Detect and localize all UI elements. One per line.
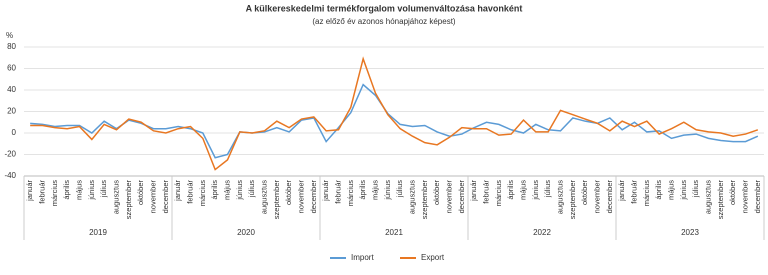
x-tick-label: december bbox=[309, 180, 318, 214]
y-tick-label: 40 bbox=[7, 85, 16, 94]
year-label: 2023 bbox=[681, 228, 699, 237]
x-tick-label: október bbox=[136, 180, 145, 206]
x-tick-label: március bbox=[198, 180, 207, 207]
series-line bbox=[30, 56, 759, 171]
x-tick-label: február bbox=[185, 179, 194, 203]
x-tick-label: június bbox=[531, 180, 540, 201]
x-tick-label: január bbox=[321, 180, 330, 202]
x-tick-label: május bbox=[370, 180, 379, 200]
y-tick-label: 20 bbox=[7, 107, 16, 116]
x-tick-label: február bbox=[629, 179, 638, 203]
x-tick-label: augusztus bbox=[259, 180, 268, 214]
x-tick-label: június bbox=[679, 180, 688, 201]
x-tick-label: szeptember bbox=[420, 180, 429, 220]
x-tick-label: december bbox=[605, 180, 614, 214]
x-tick-label: november bbox=[148, 180, 157, 214]
x-tick-label: július bbox=[247, 180, 256, 198]
chart-title: A külkereskedelmi termékforgalom volumen… bbox=[246, 3, 523, 13]
x-tick-label: május bbox=[222, 180, 231, 200]
x-tick-label: december bbox=[161, 180, 170, 214]
y-tick-label: 0 bbox=[12, 128, 17, 137]
x-tick-label: október bbox=[728, 180, 737, 206]
x-tick-label: november bbox=[592, 180, 601, 214]
x-tick-label: szeptember bbox=[272, 180, 281, 220]
x-tick-label: november bbox=[296, 180, 305, 214]
y-tick-label: 60 bbox=[7, 64, 16, 73]
x-tick-label: július bbox=[395, 180, 404, 198]
x-tick-label: szeptember bbox=[124, 180, 133, 220]
x-tick-label: november bbox=[444, 180, 453, 214]
x-tick-label: április bbox=[62, 180, 71, 200]
legend-label: Export bbox=[421, 253, 445, 262]
x-tick-label: február bbox=[333, 179, 342, 203]
x-tick-label: szeptember bbox=[568, 180, 577, 220]
x-tick-label: május bbox=[666, 180, 675, 200]
x-tick-label: december bbox=[753, 180, 762, 214]
x-tick-label: április bbox=[654, 180, 663, 200]
x-tick-label: december bbox=[457, 180, 466, 214]
x-tick-label: október bbox=[432, 180, 441, 206]
x-tick-label: május bbox=[74, 180, 83, 200]
x-tick-label: augusztus bbox=[407, 180, 416, 214]
x-tick-label: január bbox=[173, 180, 182, 202]
x-tick-label: június bbox=[87, 180, 96, 201]
x-tick-label: március bbox=[494, 180, 503, 207]
year-label: 2020 bbox=[237, 228, 255, 237]
x-tick-label: április bbox=[210, 180, 219, 200]
series-line bbox=[30, 83, 759, 159]
x-tick-label: július bbox=[691, 180, 700, 198]
x-tick-label: január bbox=[469, 180, 478, 202]
x-tick-label: augusztus bbox=[555, 180, 564, 214]
x-tick-label: április bbox=[358, 180, 367, 200]
x-tick-label: szeptember bbox=[716, 180, 725, 220]
legend-label: Import bbox=[351, 253, 374, 262]
x-tick-label: március bbox=[642, 180, 651, 207]
x-tick-label: október bbox=[580, 180, 589, 206]
x-tick-label: október bbox=[284, 180, 293, 206]
x-tick-label: július bbox=[99, 180, 108, 198]
y-tick-label: -40 bbox=[4, 171, 16, 180]
x-tick-label: március bbox=[50, 180, 59, 207]
x-tick-label: január bbox=[617, 180, 626, 202]
x-tick-label: augusztus bbox=[703, 180, 712, 214]
x-tick-label: április bbox=[506, 180, 515, 200]
year-label: 2022 bbox=[533, 228, 551, 237]
x-tick-label: május bbox=[518, 180, 527, 200]
y-axis-label: % bbox=[6, 31, 13, 40]
chart-subtitle: (az előző év azonos hónapjához képest) bbox=[312, 17, 456, 26]
x-tick-label: február bbox=[37, 179, 46, 203]
x-tick-label: június bbox=[383, 180, 392, 201]
year-label: 2021 bbox=[385, 228, 403, 237]
x-tick-label: június bbox=[235, 180, 244, 201]
x-tick-label: január bbox=[25, 180, 34, 202]
x-tick-label: november bbox=[740, 180, 749, 214]
y-tick-label: 80 bbox=[7, 42, 16, 51]
y-tick-label: -20 bbox=[4, 150, 16, 159]
x-tick-label: augusztus bbox=[111, 180, 120, 214]
x-tick-label: március bbox=[346, 180, 355, 207]
x-tick-label: július bbox=[543, 180, 552, 198]
year-label: 2019 bbox=[89, 228, 107, 237]
x-tick-label: február bbox=[481, 179, 490, 203]
